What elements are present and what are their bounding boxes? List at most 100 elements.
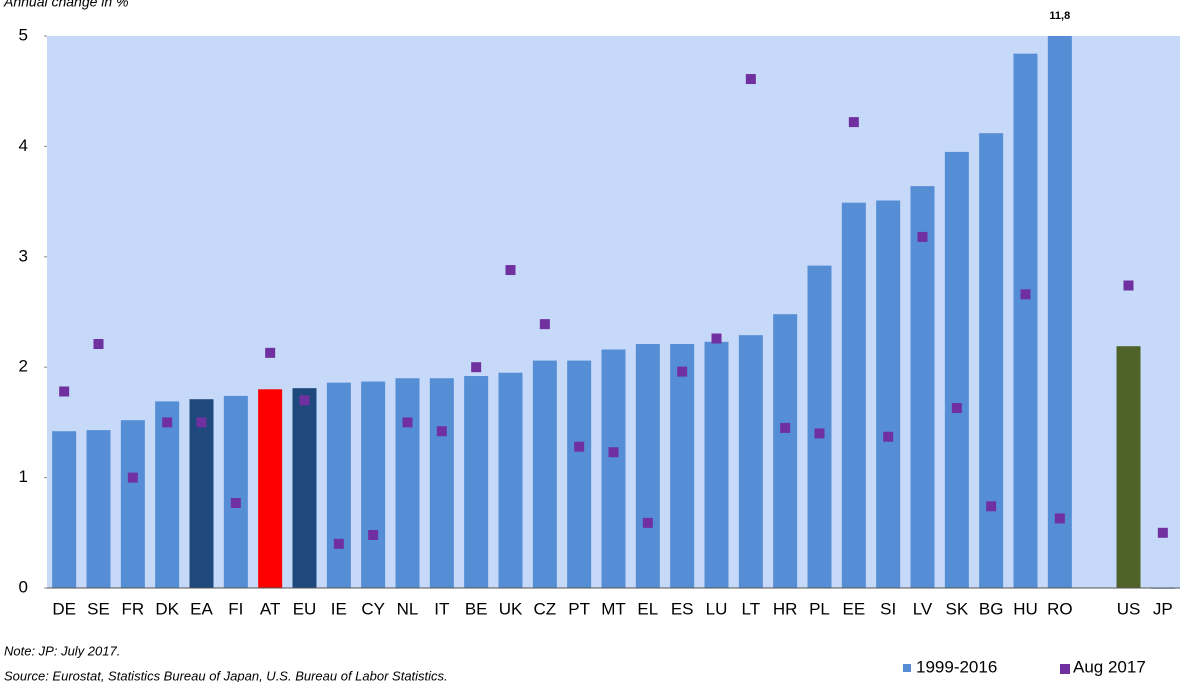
- marker: [471, 362, 482, 373]
- legend-swatch: [903, 664, 911, 672]
- x-tick-label: FI: [228, 599, 243, 618]
- x-tick-label: EA: [190, 599, 213, 618]
- marker: [608, 447, 619, 458]
- legend-label: Aug 2017: [1073, 657, 1146, 676]
- y-tick-label: 3: [19, 246, 28, 265]
- marker: [780, 422, 791, 433]
- bar: [910, 186, 935, 589]
- x-tick-label: SK: [945, 599, 968, 618]
- marker: [196, 417, 207, 428]
- y-tick-label: 4: [19, 136, 28, 155]
- marker: [677, 366, 688, 377]
- y-tick-label: 2: [19, 357, 28, 376]
- x-tick-label: EL: [637, 599, 658, 618]
- x-tick-label: SE: [87, 599, 110, 618]
- x-tick-label: SI: [880, 599, 896, 618]
- source: Source: Eurostat, Statistics Bureau of J…: [4, 668, 448, 682]
- marker: [745, 74, 756, 85]
- bar: [1116, 346, 1141, 588]
- marker: [127, 472, 138, 483]
- y-tick-label: 5: [19, 25, 28, 44]
- x-tick-label: MT: [601, 599, 626, 618]
- bar: [635, 344, 660, 588]
- x-tick-label: NL: [397, 599, 419, 618]
- bar: [841, 202, 866, 589]
- bar: [670, 344, 695, 588]
- marker: [539, 319, 550, 330]
- bar: [979, 133, 1004, 589]
- y-tick-label: 0: [19, 577, 28, 596]
- bar: [155, 401, 180, 588]
- legend-label: 1999-2016: [916, 657, 997, 676]
- marker: [1054, 513, 1065, 524]
- bar: [120, 420, 145, 588]
- x-tick-label: EU: [293, 599, 317, 618]
- marker: [333, 538, 344, 549]
- x-tick-label: HU: [1013, 599, 1038, 618]
- marker: [883, 431, 894, 442]
- legend-swatch: [1060, 664, 1070, 674]
- marker: [402, 417, 413, 428]
- marker: [917, 231, 928, 242]
- x-tick-label: PT: [568, 599, 590, 618]
- x-tick-label: BE: [465, 599, 488, 618]
- bar: [876, 200, 901, 588]
- x-tick-label: BG: [979, 599, 1004, 618]
- x-tick-label: LT: [742, 599, 761, 618]
- marker: [1020, 289, 1031, 300]
- bar: [807, 265, 832, 588]
- bar: [464, 376, 489, 588]
- bar: [361, 381, 386, 588]
- x-tick-label: FR: [121, 599, 144, 618]
- note: Note: JP: July 2017.: [4, 643, 120, 658]
- y-tick-label: 1: [19, 467, 28, 486]
- bar: [223, 395, 248, 588]
- marker: [436, 426, 447, 437]
- x-tick-label: CZ: [533, 599, 556, 618]
- marker: [711, 333, 722, 344]
- x-tick-label: RO: [1047, 599, 1073, 618]
- x-tick-label: AT: [260, 599, 280, 618]
- x-tick-label: HR: [773, 599, 798, 618]
- bar: [429, 378, 454, 588]
- bar: [601, 349, 626, 588]
- bar: [498, 372, 523, 588]
- bar: [189, 399, 214, 588]
- x-tick-label: LV: [913, 599, 933, 618]
- x-tick-label: ES: [671, 599, 694, 618]
- bar: [567, 360, 592, 588]
- marker: [848, 117, 859, 128]
- marker: [986, 501, 997, 512]
- marker: [299, 395, 310, 406]
- x-tick-label: CY: [361, 599, 385, 618]
- marker: [1157, 527, 1168, 538]
- x-tick-label: JP: [1153, 599, 1173, 618]
- x-tick-label: PL: [809, 599, 830, 618]
- x-tick-label: IT: [434, 599, 449, 618]
- x-tick-label: IE: [331, 599, 347, 618]
- marker: [951, 403, 962, 414]
- marker: [265, 347, 276, 358]
- x-tick-label: LU: [706, 599, 728, 618]
- bar: [258, 389, 283, 588]
- x-tick-label: DK: [155, 599, 179, 618]
- x-tick-label: UK: [499, 599, 523, 618]
- bar: [395, 378, 420, 588]
- bar: [326, 382, 351, 588]
- bars: [52, 36, 1175, 589]
- bar: [532, 360, 557, 588]
- bar: [1013, 53, 1038, 588]
- x-tick-label: DE: [52, 599, 76, 618]
- marker: [505, 265, 516, 276]
- x-tick-label: EE: [842, 599, 865, 618]
- bar: [86, 430, 111, 588]
- marker: [814, 428, 825, 439]
- bar: [704, 341, 729, 588]
- bar: [1047, 36, 1072, 588]
- bar: [773, 314, 798, 588]
- marker: [1123, 280, 1134, 291]
- marker: [642, 517, 653, 528]
- x-tick-label: US: [1117, 599, 1141, 618]
- chart-subtitle: Annual change in %: [3, 0, 129, 10]
